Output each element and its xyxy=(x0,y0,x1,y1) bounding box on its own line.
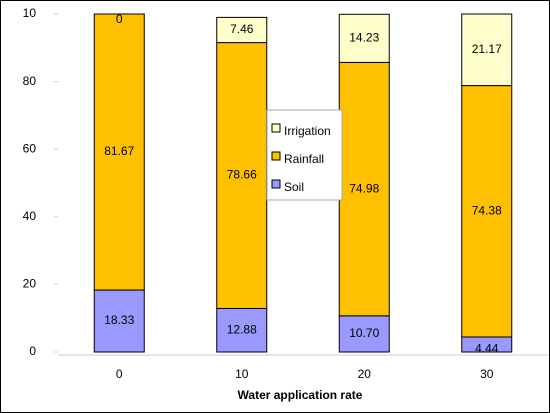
legend-label: Rainfall xyxy=(284,152,324,166)
x-tick-label: 10 xyxy=(235,367,249,381)
data-label: 0 xyxy=(116,12,123,26)
data-label: 12.88 xyxy=(227,322,257,336)
x-tick-label: 30 xyxy=(480,367,494,381)
x-axis-label: Water application rate xyxy=(238,388,363,402)
y-tick-label: 40 xyxy=(23,209,37,223)
y-tick-label: 60 xyxy=(23,141,37,155)
bar-segment xyxy=(338,61,390,317)
bar-segment xyxy=(93,13,145,291)
legend-label: Soil xyxy=(284,180,304,194)
bar-segment xyxy=(461,85,513,338)
x-tick-label: 0 xyxy=(116,367,123,381)
bar-segment xyxy=(338,13,390,63)
bar-segment xyxy=(216,16,268,44)
data-label: 18.33 xyxy=(104,313,134,327)
bar-segment xyxy=(216,307,268,353)
data-label: 14.23 xyxy=(349,31,379,45)
y-tick-label: 10 xyxy=(23,6,37,20)
data-label: 74.98 xyxy=(349,181,379,195)
bar-segment xyxy=(461,13,513,87)
y-tick-label: 80 xyxy=(23,74,37,88)
x-tick-label: 20 xyxy=(358,367,372,381)
data-label: 21.17 xyxy=(472,42,502,56)
data-label: 78.66 xyxy=(227,168,257,182)
legend-swatch xyxy=(271,179,281,189)
y-tick-label: 0 xyxy=(29,344,36,358)
data-label: 81.67 xyxy=(104,144,134,158)
bar-segment xyxy=(216,42,268,309)
data-label: 74.38 xyxy=(472,203,502,217)
data-label: 10.70 xyxy=(349,326,379,340)
data-label: 4.44 xyxy=(475,342,499,356)
legend-swatch xyxy=(271,151,281,161)
data-label: 7.46 xyxy=(230,22,254,36)
bar-segment xyxy=(338,315,390,353)
y-tick-label: 20 xyxy=(23,277,37,291)
bar-segment xyxy=(93,289,145,353)
legend-swatch xyxy=(271,123,281,133)
legend-label: Irrigation xyxy=(284,124,331,138)
